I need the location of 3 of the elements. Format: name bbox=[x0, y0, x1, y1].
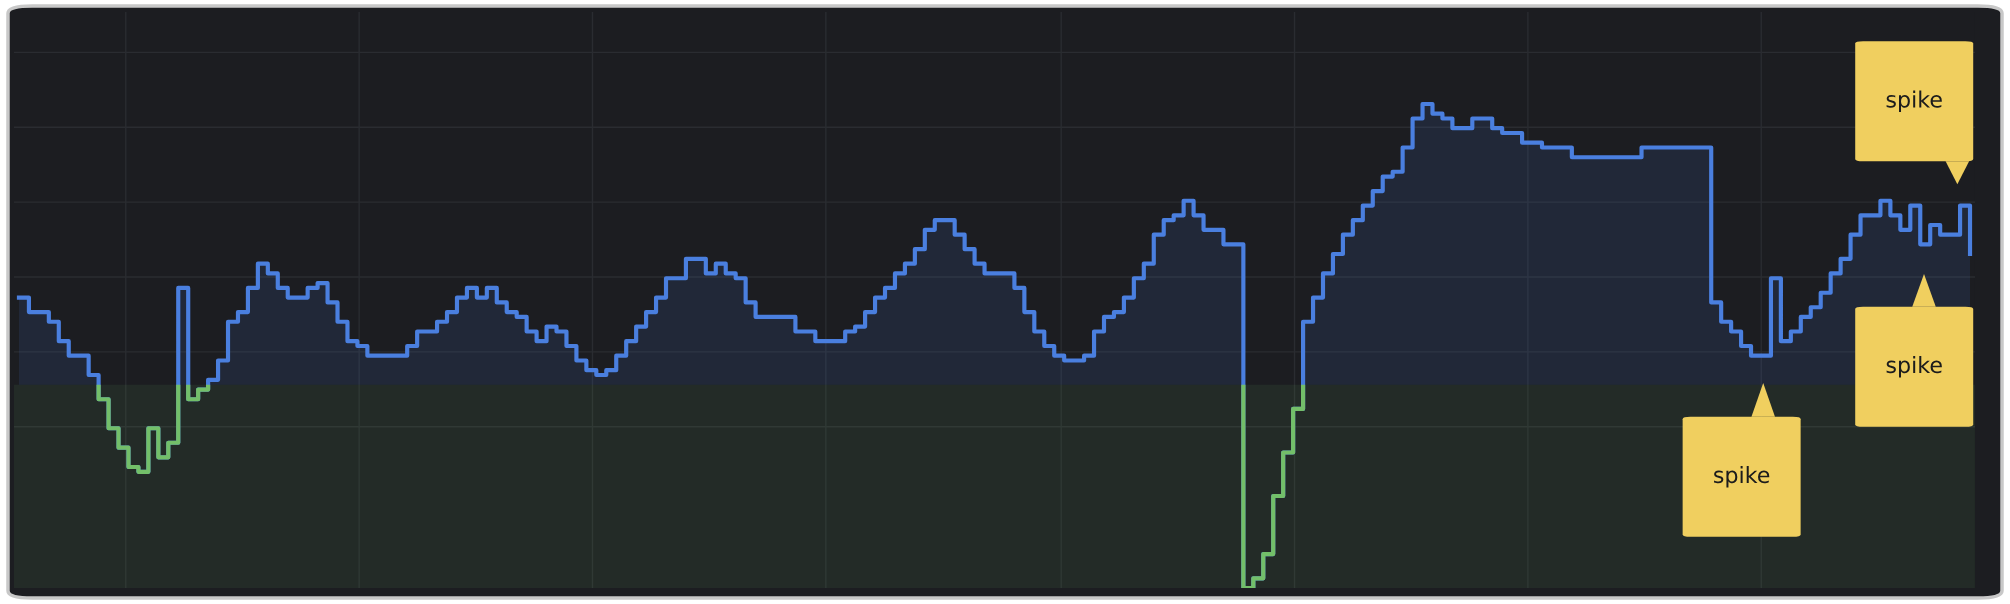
annotation: spike bbox=[1714, 466, 1770, 488]
annotation: spike bbox=[1886, 356, 1942, 378]
annotation: spike bbox=[1886, 90, 1942, 113]
